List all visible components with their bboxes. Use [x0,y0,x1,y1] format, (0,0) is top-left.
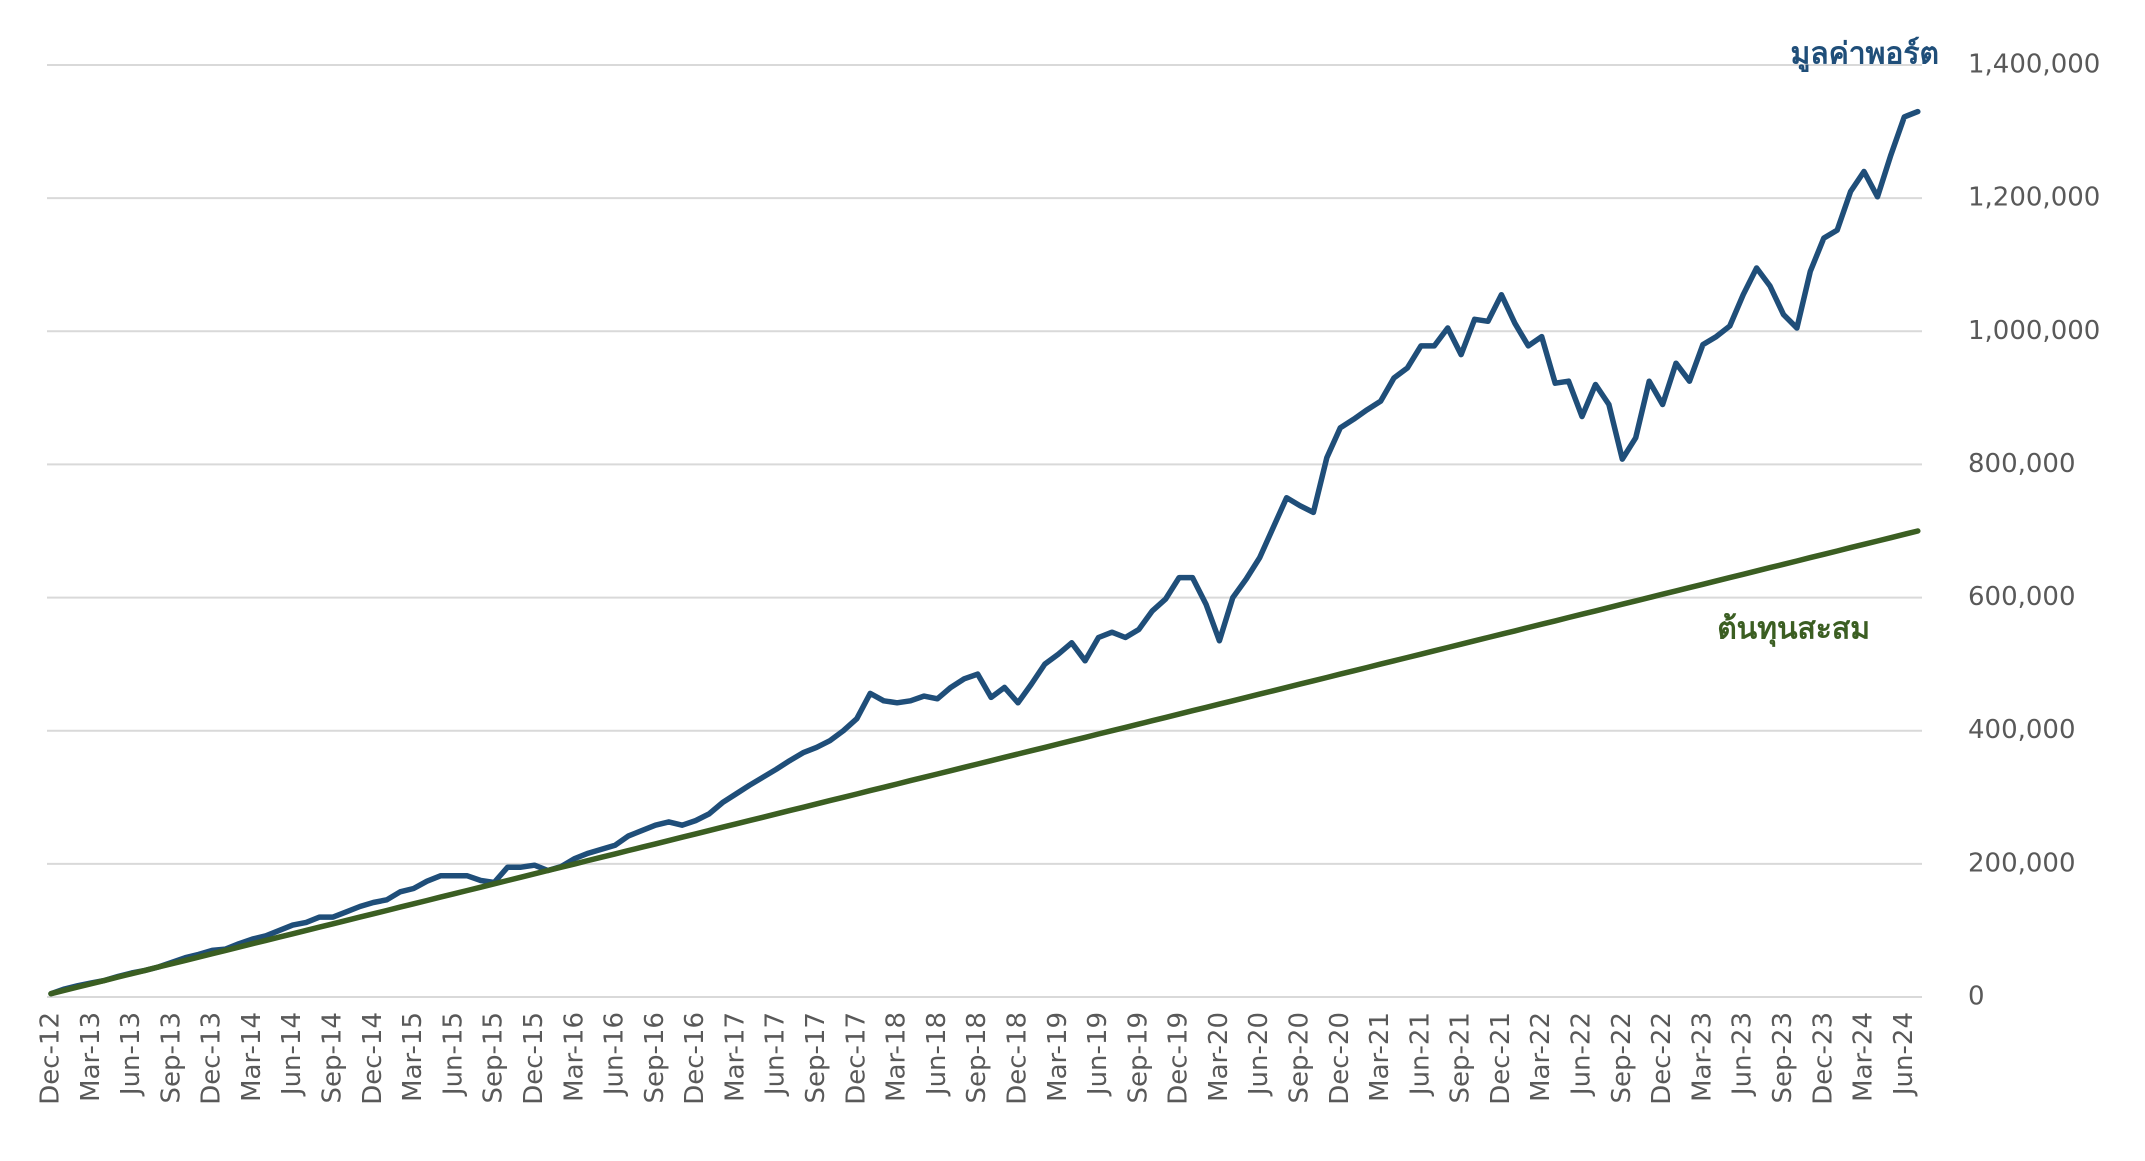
x-tick-label: Jun-17 [761,1012,791,1097]
x-tick-label: Mar-15 [398,1012,428,1102]
y-tick-label: 1,400,000 [1968,50,2100,80]
x-tick-label: Mar-20 [1204,1012,1234,1102]
x-tick-label: Sep-23 [1768,1012,1798,1103]
x-tick-label: Sep-18 [962,1012,992,1103]
x-tick-label: Dec-16 [680,1012,710,1105]
x-tick-label: Mar-16 [559,1012,589,1102]
x-tick-label: Jun-24 [1889,1012,1919,1097]
x-tick-label: Dec-23 [1808,1012,1838,1105]
x-tick-label: Mar-21 [1365,1012,1395,1102]
x-tick-label: Sep-15 [479,1012,509,1103]
x-tick-label: Sep-22 [1607,1012,1637,1103]
x-tick-label: Sep-19 [1123,1012,1153,1103]
series-line [48,528,1921,997]
x-tick-label: Dec-21 [1486,1012,1516,1105]
y-tick-label: 0 [1968,982,1985,1012]
series-label: ต้นทุนสะสม [1717,612,1870,648]
x-tick-label: Jun-18 [922,1012,952,1097]
y-tick-label: 200,000 [1968,848,2076,878]
x-tick-label: Mar-13 [76,1012,106,1102]
x-tick-label: Sep-13 [156,1012,186,1103]
x-tick-label: Sep-20 [1284,1012,1314,1103]
x-tick-label: Jun-14 [277,1012,307,1097]
x-tick-label: Dec-22 [1647,1012,1677,1105]
x-tick-label: Mar-14 [237,1012,267,1102]
y-tick-label: 800,000 [1968,449,2076,479]
x-tick-label: Sep-17 [801,1012,831,1103]
y-tick-label: 1,000,000 [1968,316,2100,346]
x-tick-label: Jun-15 [438,1012,468,1097]
x-tick-label: Dec-17 [841,1012,871,1105]
x-tick-label: Mar-22 [1526,1012,1556,1102]
x-tick-label: Mar-23 [1687,1012,1717,1102]
x-tick-label: Jun-13 [116,1012,146,1097]
x-tick-label: Dec-15 [519,1012,549,1105]
x-tick-label: Dec-18 [1002,1012,1032,1105]
y-tick-label: 1,200,000 [1968,183,2100,213]
x-tick-label: Dec-14 [358,1012,388,1105]
x-tick-label: Mar-24 [1849,1012,1879,1102]
x-tick-label: Dec-20 [1325,1012,1355,1105]
x-tick-label: Jun-19 [1083,1012,1113,1097]
x-tick-label: Jun-21 [1405,1012,1435,1097]
series-label: มูลค่าพอร์ต [1791,37,1939,73]
x-tick-label: Jun-22 [1567,1012,1597,1097]
x-tick-label: Mar-17 [720,1012,750,1102]
x-tick-label: Jun-16 [600,1012,630,1097]
x-tick-label: Mar-19 [1043,1012,1073,1102]
y-tick-label: 400,000 [1968,715,2076,745]
y-tick-label: 600,000 [1968,582,2076,612]
x-tick-label: Jun-23 [1728,1012,1758,1097]
series-line [48,108,1921,997]
x-tick-label: Jun-20 [1244,1012,1274,1097]
x-tick-label: Sep-16 [640,1012,670,1103]
x-tick-label: Mar-18 [882,1012,912,1102]
x-tick-label: Dec-12 [36,1012,66,1105]
x-tick-label: Sep-21 [1446,1012,1476,1103]
x-tick-label: Dec-19 [1164,1012,1194,1105]
x-tick-label: Dec-13 [197,1012,227,1105]
x-tick-label: Sep-14 [318,1012,348,1103]
